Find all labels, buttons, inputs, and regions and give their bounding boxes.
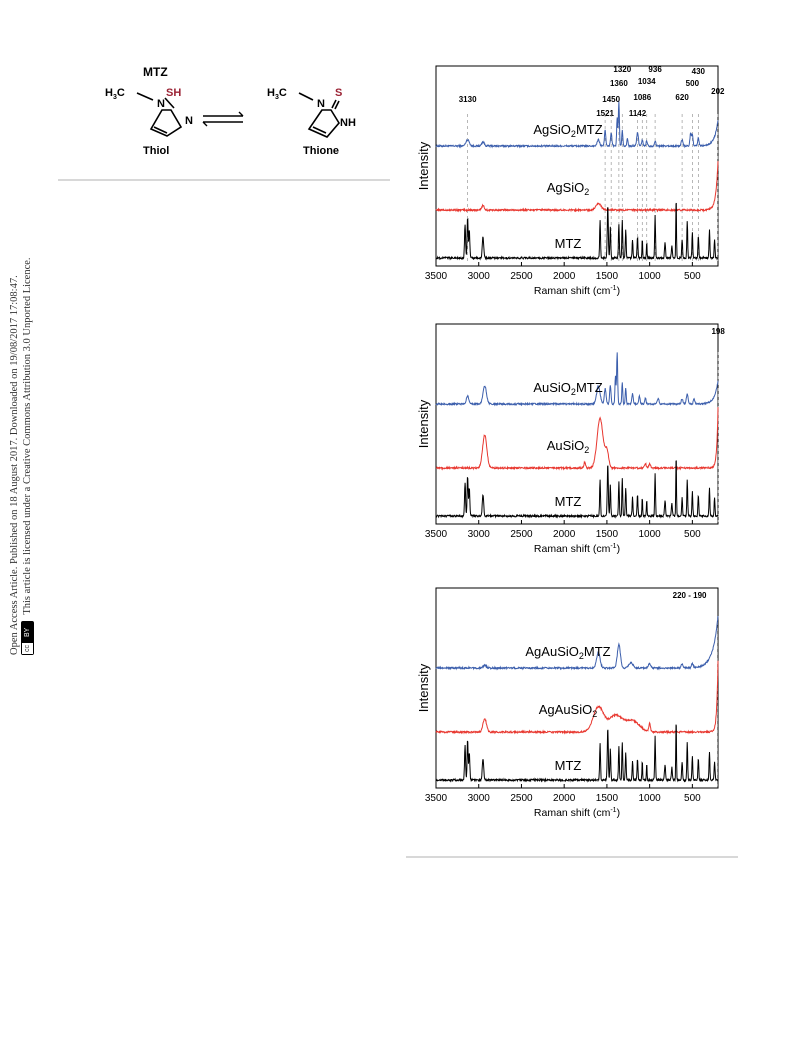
peak-label: 1521: [596, 109, 614, 118]
svg-text:SH: SH: [166, 87, 181, 99]
peak-label: 1450: [602, 95, 620, 104]
peak-label: 500: [686, 79, 700, 88]
x-tick-label: 2500: [510, 529, 533, 540]
peak-label: 430: [692, 67, 706, 76]
cc-by-badge-icon[interactable]: ccBY: [21, 620, 35, 655]
spectrum-line-blue: [435, 352, 719, 407]
svg-text:NH: NH: [340, 117, 356, 129]
peak-label: 620: [675, 93, 689, 102]
peak-label: 1086: [633, 93, 651, 102]
svg-text:N: N: [185, 115, 193, 127]
spectrum-line-blue: [435, 101, 719, 149]
series-label: AuSiO2MTZ: [533, 380, 602, 397]
svg-text:H3C: H3C: [267, 87, 287, 101]
x-tick-label: 2000: [553, 529, 576, 540]
peak-label: 198: [711, 327, 725, 336]
peak-label: 220 - 190: [673, 591, 707, 600]
thione-structure: H3C N S NH Thione: [267, 87, 356, 157]
spectrum-panel-agau: Intensity 3500 3000 2500 2000 1500 1000 500 Rama…: [416, 587, 719, 819]
x-tick-label: 500: [684, 793, 701, 804]
x-tick-label: 3500: [425, 793, 448, 804]
spectrum-line-red: [435, 660, 719, 735]
thiol-label: Thiol: [143, 145, 169, 157]
tautomer-scheme: MTZ H3C N SH N Thiol H3C N S NH Thione: [105, 65, 356, 157]
divider-left: [58, 179, 390, 181]
series-label: AgAuSiO2: [539, 702, 598, 719]
thione-label: Thione: [303, 145, 339, 157]
x-tick-label: 3000: [468, 529, 491, 540]
divider-right: [406, 856, 738, 858]
x-tick-label: 1500: [596, 793, 619, 804]
x-tick-label: 3500: [425, 271, 448, 282]
series-label: AgSiO2MTZ: [533, 122, 602, 139]
x-tick-label: 2500: [510, 271, 533, 282]
publication-notice: Open Access Article. Published on 18 Aug…: [9, 275, 20, 655]
peak-label: 1142: [629, 109, 647, 118]
svg-text:N: N: [157, 98, 165, 110]
series-label: AgAuSiO2MTZ: [525, 644, 610, 661]
series-label: AgSiO2: [547, 180, 590, 197]
x-axis-label: Raman shift (cm-1): [534, 807, 620, 819]
peak-label: 3130: [459, 95, 477, 104]
y-axis-label: Intensity: [416, 141, 431, 190]
x-tick-label: 500: [684, 271, 701, 282]
plot-frame: [435, 587, 719, 789]
peak-label: 1360: [610, 79, 628, 88]
spectrum-line-black: [435, 460, 719, 519]
x-tick-label: 2000: [553, 793, 576, 804]
y-axis-label: Intensity: [416, 663, 431, 712]
licence-notice[interactable]: ccBY This article is licensed under a Cre…: [21, 195, 35, 655]
x-axis-label: Raman shift (cm-1): [534, 285, 620, 297]
peak-label: 1320: [613, 65, 631, 74]
svg-text:S: S: [335, 87, 342, 99]
peak-label: 202: [711, 87, 725, 96]
peak-label: 936: [648, 65, 662, 74]
x-tick-label: 1500: [596, 271, 619, 282]
peak-label: 1034: [638, 77, 656, 86]
x-tick-label: 2500: [510, 793, 533, 804]
svg-text:H3C: H3C: [105, 87, 125, 101]
svg-text:N: N: [317, 98, 325, 110]
spectrum-line-red: [435, 407, 719, 471]
x-tick-label: 1000: [639, 271, 662, 282]
scheme-title: MTZ: [143, 65, 168, 79]
x-axis-label: Raman shift (cm-1): [534, 543, 620, 555]
licence-sidebar: Open Access Article. Published on 18 Aug…: [8, 195, 44, 655]
spectrum-line-black: [435, 724, 719, 783]
spectrum-line-red: [435, 161, 719, 213]
spectrum-line-blue: [435, 615, 719, 671]
spectrum-line-black: [435, 202, 719, 261]
x-tick-label: 1000: [639, 529, 662, 540]
licence-text: This article is licensed under a Creativ…: [22, 257, 33, 615]
thiol-structure: H3C N SH N Thiol: [105, 87, 193, 157]
x-tick-label: 1500: [596, 529, 619, 540]
series-label: MTZ: [555, 758, 582, 773]
x-tick-label: 3500: [425, 529, 448, 540]
spectrum-panel-au: Intensity 3500 3000 2500 2000 1500 1000 500 Rama…: [416, 323, 725, 555]
spectrum-panel-ag: Intensity 3500 3000 2500 2000 1500 1000 500 Rama…: [416, 65, 725, 297]
series-label: MTZ: [555, 494, 582, 509]
x-tick-label: 2000: [553, 271, 576, 282]
x-tick-label: 500: [684, 529, 701, 540]
equilibrium-arrows-icon: [202, 111, 244, 127]
x-tick-label: 1000: [639, 793, 662, 804]
x-tick-label: 3000: [468, 271, 491, 282]
series-label: MTZ: [555, 236, 582, 251]
y-axis-label: Intensity: [416, 399, 431, 448]
x-tick-label: 3000: [468, 793, 491, 804]
series-label: AuSiO2: [547, 438, 590, 455]
